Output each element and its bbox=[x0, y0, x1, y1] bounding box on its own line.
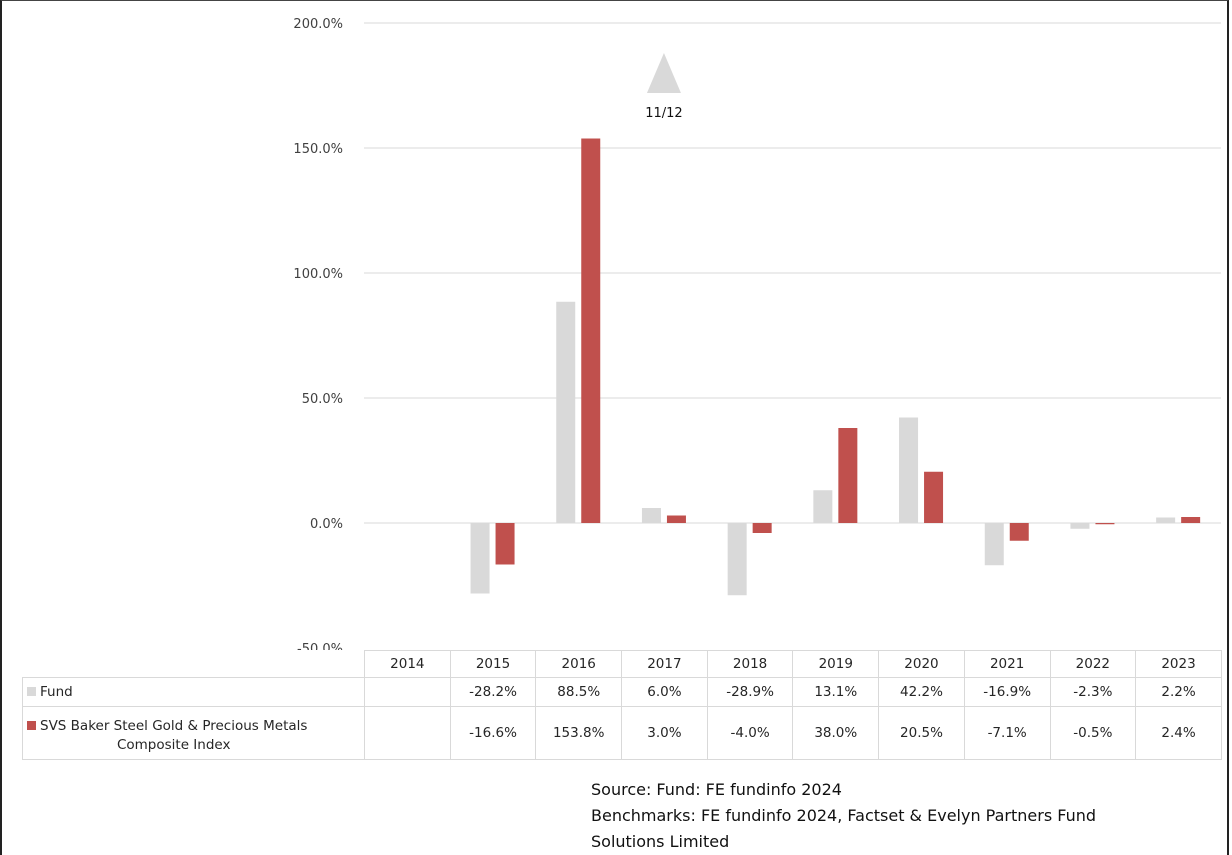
legend-index-label-line2: Composite Index bbox=[116, 737, 231, 753]
bar-index bbox=[495, 523, 515, 565]
data-label-index: 38.0% bbox=[792, 706, 880, 760]
data-label-fund: 2.2% bbox=[1135, 677, 1222, 707]
bar-fund bbox=[899, 417, 919, 523]
data-label-fund: -16.9% bbox=[963, 677, 1051, 707]
y-tick-label: 100.0% bbox=[293, 267, 343, 282]
x-tick-label: 2014 bbox=[364, 650, 451, 678]
bar-fund bbox=[1156, 517, 1176, 523]
bar-fund bbox=[470, 523, 490, 594]
bar-fund bbox=[727, 523, 747, 596]
data-label-fund: -28.9% bbox=[706, 677, 794, 707]
data-label-index: 3.0% bbox=[621, 706, 708, 760]
x-tick-label: 2021 bbox=[963, 650, 1051, 678]
y-tick-label: 150.0% bbox=[293, 142, 343, 157]
x-tick-label: 2018 bbox=[706, 650, 794, 678]
source-line-3: Solutions Limited bbox=[591, 832, 730, 851]
x-tick-label: 2017 bbox=[621, 650, 708, 678]
data-label-fund: 42.2% bbox=[878, 677, 965, 707]
x-tick-label: 2022 bbox=[1049, 650, 1137, 678]
x-tick-label: 2023 bbox=[1135, 650, 1222, 678]
data-label-index: 2.4% bbox=[1135, 706, 1222, 760]
y-tick-label: 0.0% bbox=[310, 517, 343, 532]
data-label-fund bbox=[364, 677, 451, 707]
chart-plot: -50.0% 0.0% 50.0% 100.0% 150.0% 200.0% 11/12 bbox=[293, 17, 1221, 650]
bar-index bbox=[752, 523, 772, 533]
bar-index bbox=[581, 138, 601, 523]
source-line-1: Source: Fund: FE fundinfo 2024 bbox=[591, 780, 842, 799]
marker-label: 11/12 bbox=[645, 106, 682, 121]
bar-index bbox=[666, 515, 686, 523]
data-label-index bbox=[364, 706, 451, 760]
legend-index: SVS Baker Steel Gold & Precious Metals C… bbox=[22, 706, 365, 760]
bar-index bbox=[1095, 523, 1115, 525]
table-row-fund: Fund -28.2% 88.5% 6.0% -28.9% 13.1% 42.2% -16.… bbox=[22, 677, 1222, 707]
data-table: 2014 2015 2016 2017 2018 2019 2020 2021 2022 2023… bbox=[22, 650, 1222, 760]
bar-index bbox=[1009, 523, 1029, 541]
legend-fund-label: Fund bbox=[40, 684, 73, 700]
data-label-index: 20.5% bbox=[878, 706, 965, 760]
table-row-index: SVS Baker Steel Gold & Precious Metals C… bbox=[22, 706, 1222, 760]
bar-fund bbox=[556, 301, 576, 523]
marker-triangle bbox=[646, 53, 681, 93]
bar-fund bbox=[1070, 523, 1090, 529]
x-tick-label: 2020 bbox=[878, 650, 965, 678]
x-tick-label: 2015 bbox=[449, 650, 537, 678]
source-note: Source: Fund: FE fundinfo 2024 Benchmark… bbox=[591, 777, 1221, 855]
bar-index bbox=[838, 428, 858, 523]
y-tick-label: -50.0% bbox=[297, 642, 343, 650]
x-tick-label: 2019 bbox=[792, 650, 880, 678]
y-tick-label: 50.0% bbox=[302, 392, 343, 407]
bar-index bbox=[1181, 517, 1201, 523]
bar-index bbox=[924, 471, 944, 523]
data-label-index: -7.1% bbox=[963, 706, 1051, 760]
source-line-2: Benchmarks: FE fundinfo 2024, Factset & … bbox=[591, 806, 1097, 825]
data-label-index: 153.8% bbox=[535, 706, 623, 760]
data-label-fund: 6.0% bbox=[621, 677, 708, 707]
table-header-row: 2014 2015 2016 2017 2018 2019 2020 2021 2022 2023 bbox=[22, 650, 1222, 678]
data-label-index: -4.0% bbox=[706, 706, 794, 760]
data-label-fund: 88.5% bbox=[535, 677, 623, 707]
data-label-index: -16.6% bbox=[449, 706, 537, 760]
fund-swatch bbox=[27, 687, 36, 696]
data-label-fund: -28.2% bbox=[449, 677, 537, 707]
table-corner bbox=[22, 650, 365, 678]
legend-index-label-line1: SVS Baker Steel Gold & Precious Metals bbox=[40, 718, 308, 734]
data-label-index: -0.5% bbox=[1049, 706, 1137, 760]
x-tick-label: 2016 bbox=[535, 650, 623, 678]
legend-fund: Fund bbox=[22, 677, 365, 707]
bar-fund bbox=[984, 523, 1004, 566]
y-tick-label: 200.0% bbox=[293, 17, 343, 32]
data-label-fund: 13.1% bbox=[792, 677, 880, 707]
index-swatch bbox=[27, 721, 36, 730]
bar-fund bbox=[813, 490, 833, 523]
data-label-fund: -2.3% bbox=[1049, 677, 1137, 707]
bar-fund bbox=[641, 508, 661, 523]
